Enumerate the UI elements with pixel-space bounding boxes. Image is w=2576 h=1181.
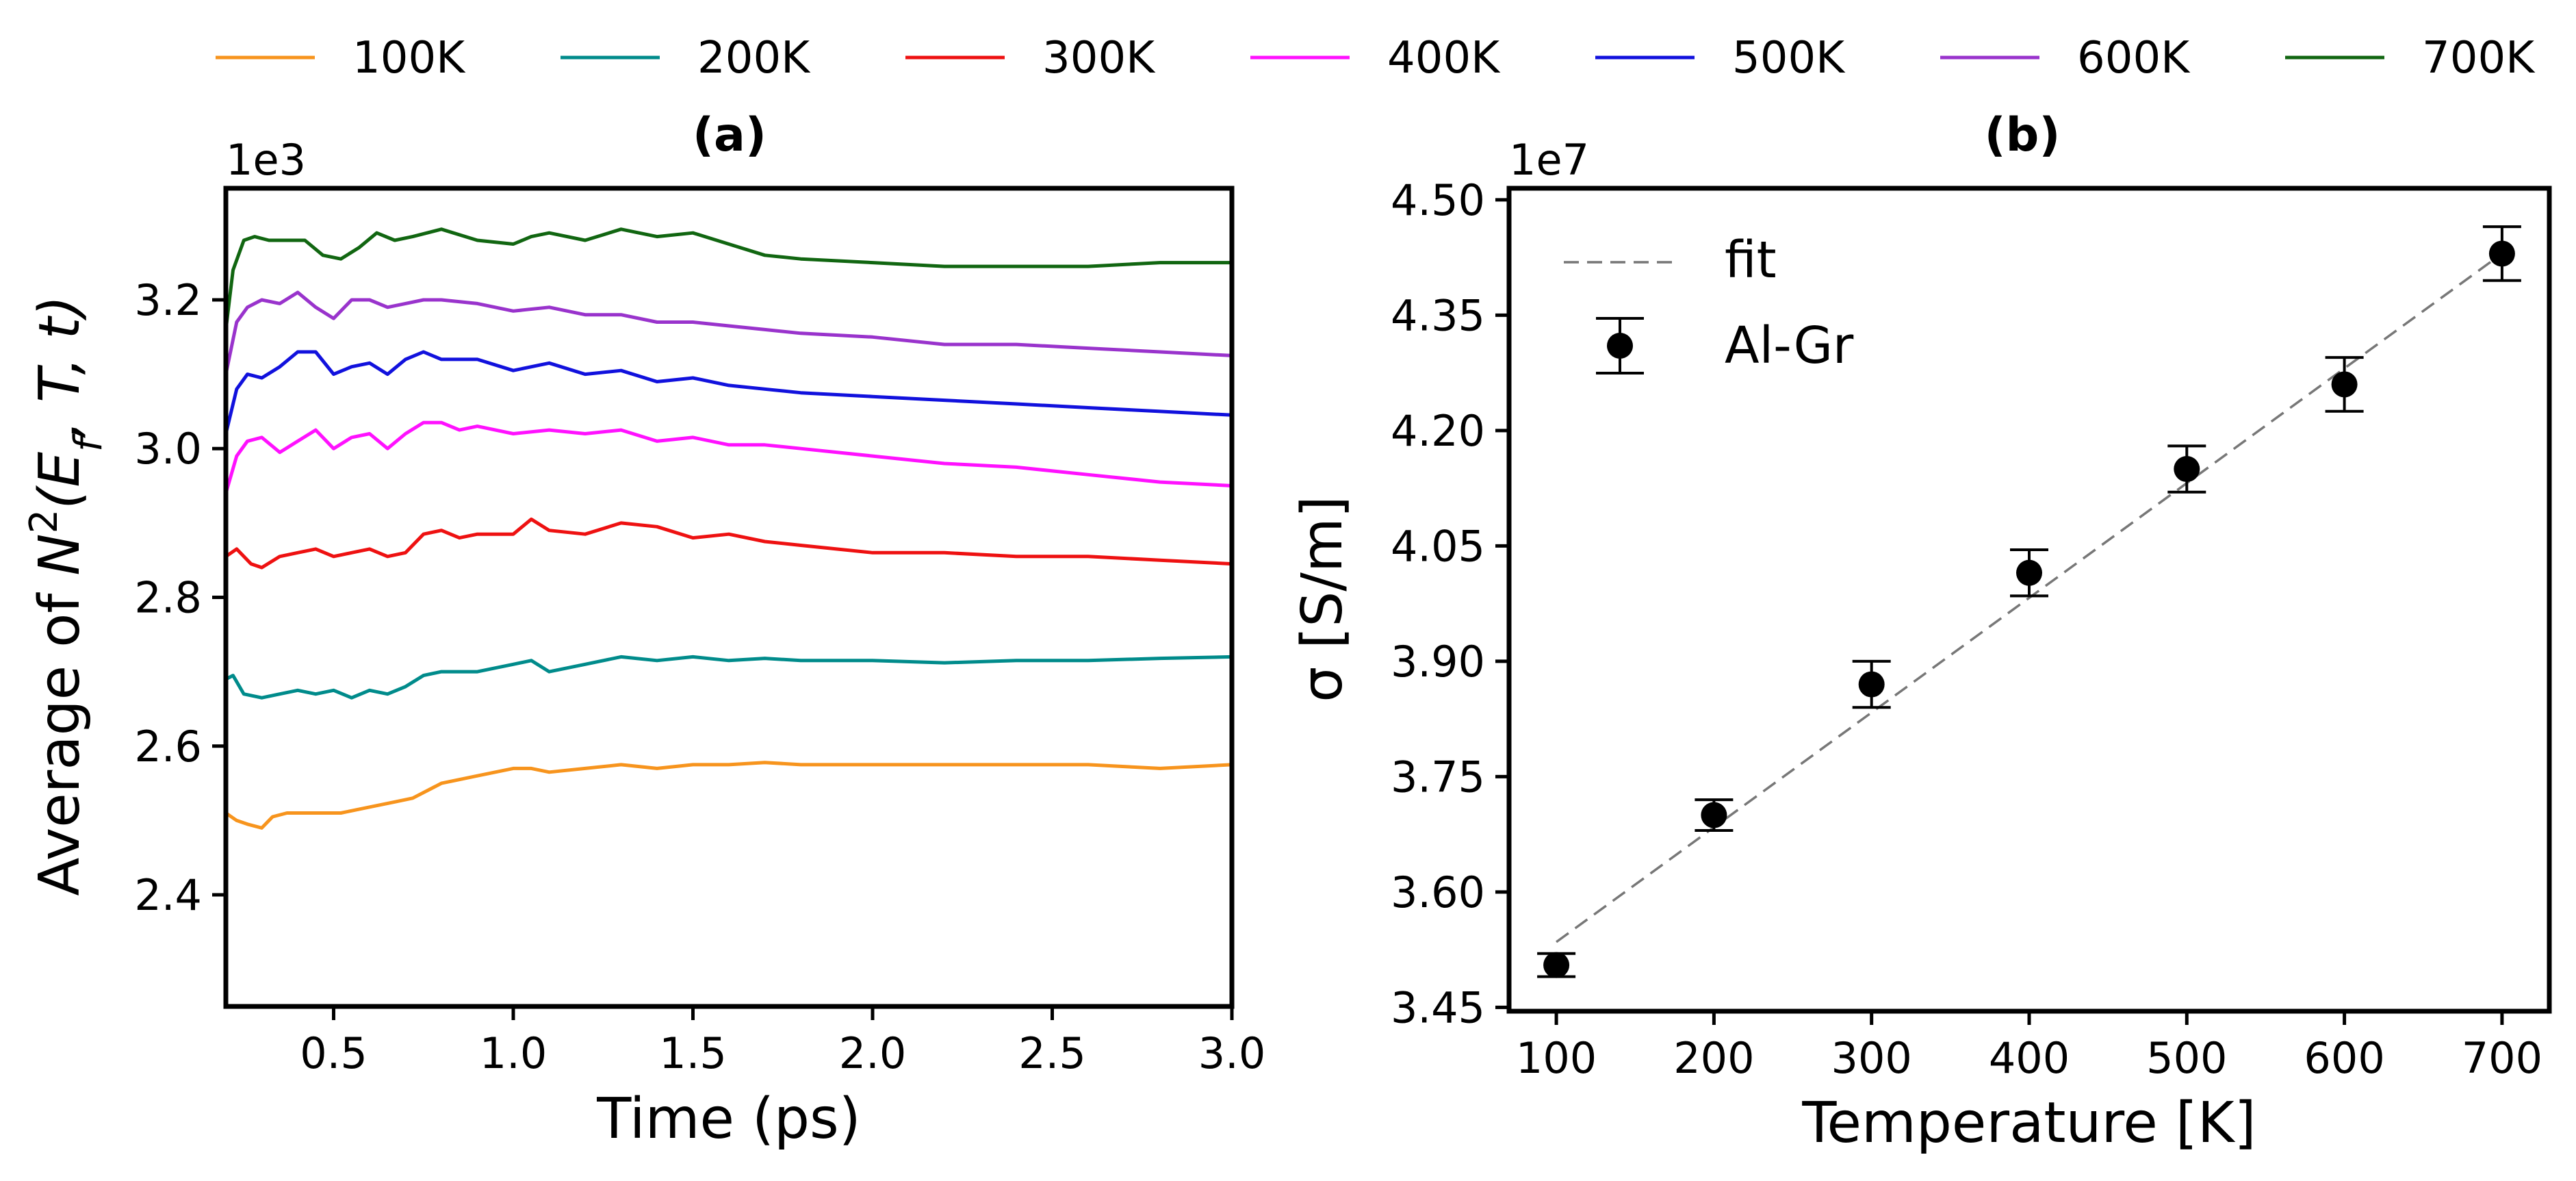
panel-b-y-tick-label: 3.90 — [1391, 637, 1485, 687]
panel-a-x-tick-label: 3.0 — [1198, 1028, 1266, 1078]
panel-a-y-tick-label: 2.6 — [134, 722, 202, 772]
panel-a-x-tick-label: 2.0 — [839, 1028, 907, 1078]
panel-b-x-tick-label: 100 — [1516, 1033, 1597, 1083]
panel-b-x-tick-label: 300 — [1831, 1033, 1912, 1083]
panel-a-y-axis-label: Average of N2(Ef, T, t) — [22, 295, 111, 896]
panel-b-y-tick-label: 3.45 — [1391, 982, 1485, 1032]
panel-b-data-point — [1858, 671, 1885, 698]
panel-b-data-point — [2016, 559, 2042, 586]
legend-label-600K: 600K — [2077, 33, 2191, 84]
panel-b-offset-text: 1e7 — [1509, 135, 1589, 185]
panel-b-y-tick-label: 4.05 — [1391, 521, 1485, 571]
panel-a-series-line-500K — [224, 350, 1233, 435]
panel-b-x-tick-label: 700 — [2462, 1033, 2542, 1083]
panel-a-series-line-200K — [224, 655, 1233, 700]
panel-a-series-line-400K — [224, 420, 1233, 494]
panel-b-y-tick-label: 4.35 — [1391, 290, 1485, 340]
panel-b-y-tick-label: 4.50 — [1391, 175, 1485, 225]
panel-a-y-label-rest: , T, t) — [27, 295, 92, 438]
panel-a-y-tick-label: 2.8 — [134, 573, 202, 623]
panel-b-y-tick-label: 3.75 — [1391, 752, 1485, 802]
panel-a-x-tick-label: 0.5 — [300, 1028, 368, 1078]
panel-b-x-tick-label: 500 — [2146, 1033, 2227, 1083]
panel-a-y-label-symbol: N — [27, 533, 92, 575]
panel-a-series-line-600K — [224, 290, 1233, 375]
panel-a-series-line-300K — [224, 517, 1233, 570]
panel-a-x-tick-label: 1.5 — [659, 1028, 727, 1078]
legend-label-100K: 100K — [352, 33, 466, 84]
panel-b-y-tick-label: 4.20 — [1391, 406, 1485, 456]
panel-b-data-point — [1543, 952, 1570, 978]
panel-b-label: (b) — [1985, 108, 2061, 162]
panel-b-data-point — [1701, 802, 1727, 828]
panel-a-offset-text: 1e3 — [226, 135, 306, 185]
panel-b-data-point — [2331, 371, 2358, 398]
panel-b-x-tick-label: 200 — [1673, 1033, 1754, 1083]
legend: 100K 200K 300K 400K 500K 600K 700K — [216, 33, 2536, 84]
legend-label-700K: 700K — [2422, 33, 2536, 84]
panel-b-x-tick-label: 400 — [1989, 1033, 2070, 1083]
panel-b-x-axis-label: Temperature [K] — [1801, 1091, 2256, 1156]
panel-b-x-tick-label: 600 — [2304, 1033, 2384, 1083]
panel-b-y-tick-label: 3.60 — [1391, 867, 1485, 917]
panel-a-y-label-args: (E — [27, 452, 92, 509]
panel-b-legend-fit-label: fit — [1725, 231, 1777, 290]
panel-b-legend-point-label: Al-Gr — [1725, 316, 1854, 375]
legend-label-300K: 300K — [1042, 33, 1156, 84]
panel-a-x-tick-label: 1.0 — [480, 1028, 548, 1078]
legend-label-200K: 200K — [697, 33, 811, 84]
panel-a-y-tick-label: 3.0 — [134, 424, 202, 474]
panel-a-label: (a) — [693, 108, 767, 162]
panel-b-data-point — [2488, 240, 2515, 267]
panel-a-frame — [223, 186, 1235, 1009]
panel-b-y-axis-label: σ [S/m] — [1290, 496, 1355, 702]
panel-a-y-label-prefix: Average of — [27, 576, 92, 896]
panel-a-y-label-sup: 2 — [22, 509, 66, 534]
panel-a-x-tick-label: 2.5 — [1018, 1028, 1086, 1078]
legend-label-500K: 500K — [1732, 33, 1846, 84]
panel-a-y-tick-label: 3.2 — [134, 275, 202, 325]
panel-b-plot: 100 200 300 400 500 600 700 3.45 3.60 3.75 3.90 4.0… — [1391, 175, 2542, 1083]
panel-a-plot: 0.5 1.0 1.5 2.0 2.5 3.0 2.4 2.6 2.8 3.0 3.2 — [134, 227, 1266, 1078]
panel-b-data-point — [2174, 456, 2200, 483]
panel-a-x-axis-label: Time (ps) — [596, 1087, 861, 1152]
panel-a-y-tick-label: 2.4 — [134, 870, 202, 920]
panel-a-series-line-700K — [224, 227, 1232, 330]
panel-a-series-line-100K — [224, 761, 1233, 830]
legend-label-400K: 400K — [1387, 33, 1501, 84]
panel-b-legend-point-marker — [1607, 333, 1633, 359]
panel-b-frame — [1506, 186, 2552, 1014]
